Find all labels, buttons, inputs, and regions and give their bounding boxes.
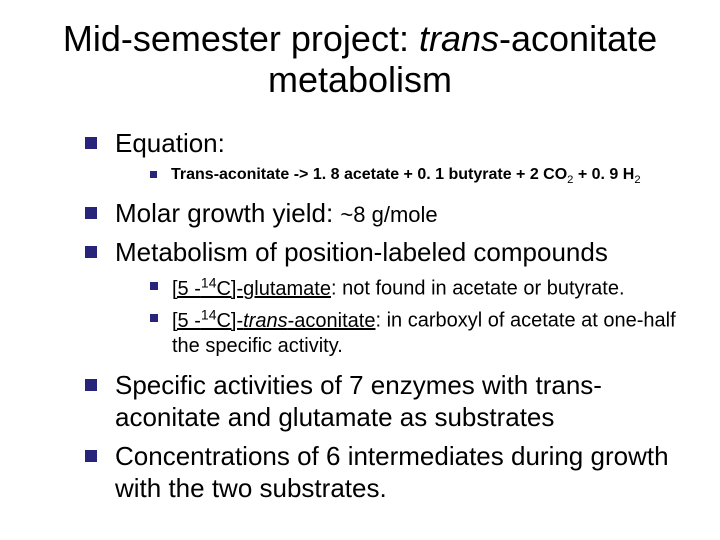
bullet-text: Molar growth yield: ~8 g/mole [115, 197, 438, 230]
bullet-concentrations: Concentrations of 6 intermediates during… [85, 440, 690, 505]
slide-title: Mid-semester project: trans-aconitate me… [0, 0, 720, 109]
bullet-text: Concentrations of 6 intermediates during… [115, 440, 690, 505]
square-bullet-icon [85, 450, 97, 462]
bullet-text: Metabolism of position-labeled compounds [115, 236, 608, 269]
bullet-metabolism: Metabolism of position-labeled compounds [85, 236, 690, 269]
bullet-molar: Molar growth yield: ~8 g/mole [85, 197, 690, 230]
square-bullet-icon [85, 207, 97, 219]
bullet-text: [5 -14C]-glutamate: not found in acetate… [172, 274, 625, 302]
square-bullet-icon [85, 246, 97, 258]
square-bullet-icon [85, 379, 97, 391]
bullet-text: [5 -14C]-trans-aconitate: in carboxyl of… [172, 306, 690, 359]
eq-pre: Trans-aconitate -> 1. 8 acetate + 0. 1 b… [171, 166, 567, 183]
eq-sub2: 2 [634, 174, 640, 186]
bullet-specific: Specific activities of 7 enzymes with tr… [85, 369, 690, 434]
square-bullet-icon [85, 137, 97, 149]
bullet-text: Specific activities of 7 enzymes with tr… [115, 369, 690, 434]
title-italic: trans [419, 18, 499, 59]
aco-sup: 14 [201, 306, 217, 322]
molar-pre: Molar growth yield: [115, 198, 340, 228]
glu-word: glutamate [243, 278, 331, 300]
square-bullet-icon [150, 282, 158, 290]
slide-content: Equation: Trans-aconitate -> 1. 8 acetat… [0, 109, 720, 505]
glu-sup: 14 [201, 274, 217, 290]
glu-open: [5 - [172, 278, 201, 300]
molar-val: ~8 g/mole [340, 202, 437, 227]
bullet-glutamate: [5 -14C]-glutamate: not found in acetate… [150, 274, 690, 302]
glu-rest: : not found in acetate or butyrate. [331, 278, 625, 300]
bullet-text: Trans-aconitate -> 1. 8 acetate + 0. 1 b… [171, 165, 641, 187]
aco-italic: trans [243, 310, 287, 332]
aco-close: C]- [216, 310, 243, 332]
aco-word: -aconitate [288, 310, 376, 332]
square-bullet-icon [150, 171, 157, 178]
square-bullet-icon [150, 314, 158, 322]
glu-close: C]- [216, 278, 243, 300]
bullet-text: Equation: [115, 127, 225, 160]
bullet-equation: Equation: [85, 127, 690, 160]
bullet-equation-detail: Trans-aconitate -> 1. 8 acetate + 0. 1 b… [150, 165, 690, 187]
aco-open: [5 - [172, 310, 201, 332]
title-pre: Mid-semester project: [63, 18, 419, 59]
bullet-aconitate: [5 -14C]-trans-aconitate: in carboxyl of… [150, 306, 690, 359]
eq-mid: + 0. 9 H [573, 166, 634, 183]
